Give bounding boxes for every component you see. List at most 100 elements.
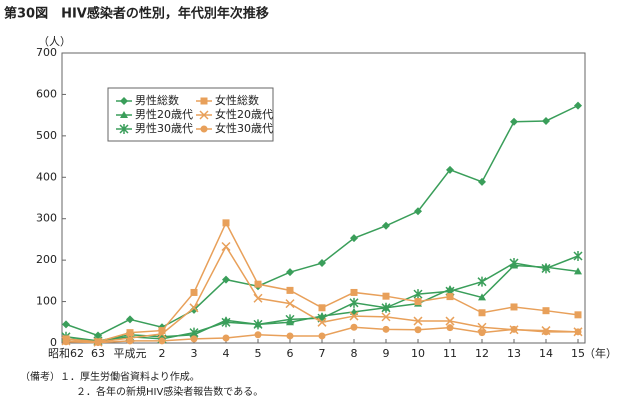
marker — [318, 332, 326, 340]
marker — [190, 335, 198, 343]
x-axis-unit: （年） — [584, 346, 617, 360]
marker — [446, 324, 454, 332]
marker — [350, 323, 358, 331]
y-tick-label: 600 — [36, 87, 57, 100]
marker — [158, 327, 166, 335]
x-tick-label: 4 — [223, 347, 230, 360]
marker — [382, 221, 390, 230]
legend-label: 男性30歳代 — [135, 121, 193, 135]
marker — [446, 293, 454, 301]
marker — [574, 101, 582, 110]
marker — [200, 97, 208, 105]
marker — [286, 286, 294, 294]
y-tick-label: 300 — [36, 212, 57, 225]
legend-label: 女性総数 — [215, 93, 259, 107]
marker — [126, 329, 134, 337]
marker — [318, 304, 326, 312]
marker — [285, 299, 295, 309]
x-tick-label: 14 — [539, 347, 553, 360]
marker — [286, 332, 294, 340]
marker — [478, 309, 486, 317]
marker — [510, 303, 518, 311]
marker — [381, 312, 391, 322]
marker — [158, 337, 166, 345]
x-tick-label: 10 — [411, 347, 425, 360]
x-tick-label: 7 — [319, 347, 326, 360]
marker — [189, 303, 199, 313]
x-tick-label: 9 — [383, 347, 390, 360]
y-tick-label: 400 — [36, 170, 57, 183]
marker — [446, 165, 454, 174]
x-tick-label: 63 — [91, 347, 105, 360]
x-tick-label: 12 — [475, 347, 489, 360]
x-tick-label: 11 — [443, 347, 457, 360]
marker — [200, 125, 208, 133]
marker — [120, 97, 128, 105]
marker — [254, 331, 262, 339]
marker — [318, 259, 326, 268]
note: ２．各年の新規HIV感染者報告数である。 — [76, 385, 263, 398]
marker — [349, 297, 359, 308]
marker — [414, 298, 422, 306]
x-tick-label: 6 — [287, 347, 294, 360]
x-tick-label: 2 — [159, 347, 166, 360]
marker — [382, 325, 390, 333]
marker — [478, 177, 486, 186]
marker — [222, 334, 230, 342]
marker — [119, 124, 129, 134]
marker — [509, 258, 519, 269]
marker — [445, 316, 455, 326]
marker — [221, 241, 231, 252]
marker — [574, 311, 582, 319]
marker — [382, 292, 390, 300]
y-tick-label: 200 — [36, 253, 57, 266]
marker — [574, 267, 582, 275]
marker — [222, 275, 230, 284]
x-tick-label: 8 — [351, 347, 358, 360]
marker — [94, 331, 102, 340]
marker — [253, 319, 263, 330]
marker — [574, 328, 582, 336]
series-line — [65, 264, 579, 342]
marker — [253, 293, 263, 303]
marker — [413, 289, 423, 300]
marker — [120, 111, 128, 118]
marker — [541, 263, 551, 274]
marker — [542, 116, 550, 125]
marker — [510, 117, 518, 126]
marker — [413, 316, 423, 326]
marker — [190, 288, 198, 296]
marker — [286, 268, 294, 277]
x-tick-label: 13 — [507, 347, 521, 360]
marker — [94, 339, 102, 347]
note: （備考）１．厚生労働省資料より作成。 — [20, 370, 200, 383]
marker — [62, 338, 70, 346]
marker — [477, 322, 487, 332]
marker — [542, 328, 550, 336]
y-tick-label: 500 — [36, 129, 57, 142]
marker — [573, 251, 583, 261]
marker — [285, 314, 295, 325]
x-tick-label: 昭和62 — [48, 347, 84, 360]
marker — [126, 337, 134, 345]
legend-label: 男性総数 — [135, 93, 179, 107]
legend-label: 女性20歳代 — [215, 107, 273, 121]
y-tick-label: 100 — [36, 295, 57, 308]
x-tick-label: 平成元 — [114, 347, 147, 360]
plot-frame — [61, 52, 586, 344]
marker — [542, 307, 550, 315]
marker — [126, 315, 134, 324]
marker — [350, 288, 358, 296]
series-line — [65, 221, 579, 343]
marker — [222, 219, 230, 227]
marker — [349, 311, 359, 321]
legend-label: 女性30歳代 — [215, 121, 273, 135]
marker — [414, 207, 422, 216]
y-tick-label: 700 — [36, 46, 57, 59]
y-tick-label: 0 — [50, 336, 57, 349]
marker — [157, 329, 167, 339]
x-tick-label: 3 — [191, 347, 198, 360]
marker — [221, 317, 231, 328]
marker — [190, 305, 198, 314]
